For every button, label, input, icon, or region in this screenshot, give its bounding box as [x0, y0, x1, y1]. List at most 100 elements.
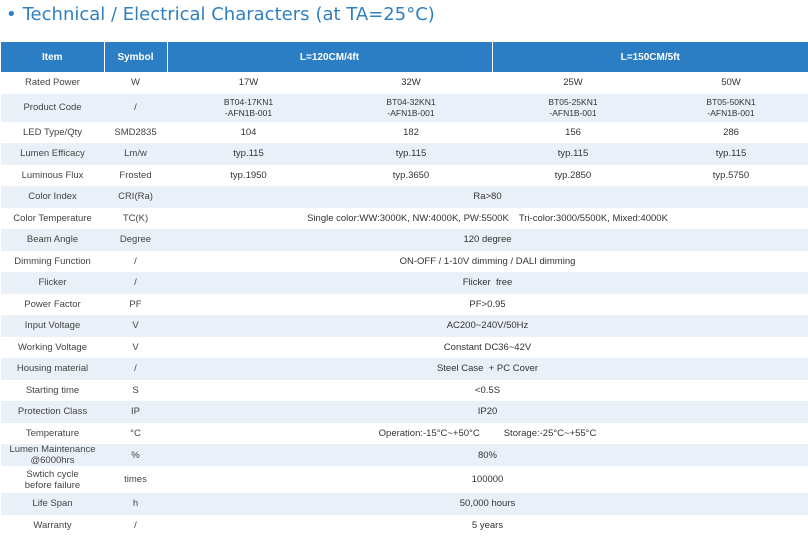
symbol-cell: °C	[130, 427, 141, 439]
value-cell: typ.5750	[712, 169, 750, 181]
symbol-cell: Lm/w	[104, 143, 167, 165]
item-cell: Swtich cycle before failure	[1, 466, 104, 493]
header-row: Item Symbol L=120CM/4ft L=150CM/5ft	[1, 42, 808, 72]
symbol-cell: IP	[104, 401, 167, 423]
value-cell: typ.115	[330, 143, 492, 165]
item-line: @6000hrs	[30, 455, 75, 466]
item-cell: Color Temperature	[13, 212, 92, 224]
item-cell: Rated Power	[25, 77, 80, 89]
header-group-120cm: L=120CM/4ft	[167, 42, 493, 72]
value-cell: typ.2850	[554, 169, 592, 181]
item-cell: LED Type/Qty	[23, 126, 82, 138]
row-luminous-flux: Luminous Flux Frosted typ.1950 typ.3650 …	[1, 165, 808, 187]
value-cell: typ.115	[492, 143, 654, 165]
value-cell: BT04-32KN1 -AFN1B-001	[330, 93, 492, 122]
item-cell: Luminous Flux	[21, 169, 84, 181]
symbol-cell: S	[132, 384, 139, 396]
row-housing-material: Housing material / Steel Case + PC Cover	[1, 358, 808, 380]
value-cell: IP20	[167, 401, 808, 423]
item-line: Lumen Maintenance	[9, 444, 96, 455]
single-color-text: Single color:WW:3000K, NW:4000K, PW:5500…	[307, 212, 509, 224]
symbol-cell: /	[104, 93, 167, 122]
row-color-temperature: Color Temperature TC(K) Single color:WW:…	[1, 208, 808, 230]
row-starting-time: Starting time S <0.5S	[1, 380, 808, 402]
item-line: Swtich cycle	[26, 468, 79, 480]
value-cell: 286	[723, 126, 739, 138]
value-cell: typ.115	[167, 143, 330, 165]
symbol-cell: V	[132, 341, 139, 353]
row-color-index: Color Index CRI(Ra) Ra>80	[1, 186, 808, 208]
row-lumen-maintenance: Lumen Maintenance @6000hrs % 80%	[1, 444, 808, 466]
symbol-cell: CRI(Ra)	[104, 186, 167, 208]
row-temperature: Temperature °C Operation:-15°C~+50°C Stor…	[1, 423, 808, 445]
value-cell: ON-OFF / 1-10V dimming / DALI dimming	[399, 255, 576, 267]
symbol-cell: Degree	[104, 229, 167, 251]
code-line: BT04-32KN1	[386, 96, 436, 107]
row-lumen-efficacy: Lumen Efficacy Lm/w typ.115 typ.115 typ.…	[1, 143, 808, 165]
item-cell: Protection Class	[1, 401, 104, 423]
item-cell: Working Voltage	[17, 341, 87, 353]
value-cell: 104	[240, 126, 257, 138]
item-cell: Power Factor	[24, 298, 81, 310]
item-cell: Flicker	[1, 272, 104, 294]
code-line: -AFN1B-001	[549, 107, 597, 118]
value-cell: 182	[403, 126, 419, 138]
symbol-cell: V	[104, 315, 167, 337]
row-power-factor: Power Factor PF PF>0.95	[1, 294, 808, 316]
item-cell: Lumen Efficacy	[1, 143, 104, 165]
value-cell: BT05-25KN1 -AFN1B-001	[492, 93, 654, 122]
row-warranty: Warranty / 5 years	[1, 515, 808, 537]
symbol-cell: TC(K)	[122, 212, 149, 224]
symbol-cell: Frosted	[119, 169, 152, 181]
row-working-voltage: Working Voltage V Constant DC36~42V	[1, 337, 808, 359]
operation-temp-text: Operation:-15°C~+50°C	[378, 427, 480, 439]
value-cell: typ.1950	[230, 169, 267, 181]
value-cell: 5 years	[471, 519, 504, 531]
row-input-voltage: Input Voltage V AC200~240V/50Hz	[1, 315, 808, 337]
header-item: Item	[1, 42, 105, 72]
item-cell: Product Code	[1, 93, 104, 122]
item-cell: Warranty	[33, 519, 72, 531]
page-title: • Technical / Electrical Characters (at TA…	[6, 4, 435, 30]
symbol-cell: /	[134, 519, 137, 531]
value-cell: typ.115	[654, 143, 808, 165]
title-condition: (at TA=25°C)	[315, 4, 435, 25]
code-line: -AFN1B-001	[387, 107, 435, 118]
value-cell: BT04-17KN1 -AFN1B-001	[167, 93, 330, 122]
value-cell: 25W	[563, 77, 583, 89]
item-cell: Color Index	[1, 186, 104, 208]
item-cell: Beam Angle	[1, 229, 104, 251]
title-bullet: •	[6, 4, 17, 25]
item-cell: Lumen Maintenance @6000hrs	[1, 444, 104, 466]
value-cell: Steel Case + PC Cover	[167, 358, 808, 380]
value-cell: 80%	[167, 444, 808, 466]
value-cell: 50,000 hours	[167, 493, 808, 515]
value-cell: Flicker free	[167, 272, 808, 294]
value-cell: Constant DC36~42V	[443, 341, 532, 353]
item-cell: Input Voltage	[1, 315, 104, 337]
value-cell: Operation:-15°C~+50°C Storage:-25°C~+55°C	[167, 423, 808, 445]
symbol-cell: W	[131, 77, 140, 89]
value-cell: AC200~240V/50Hz	[167, 315, 808, 337]
code-line: BT04-17KN1	[223, 96, 274, 107]
symbol-cell: /	[104, 358, 167, 380]
value-cell: typ.3650	[392, 169, 430, 181]
row-protection-class: Protection Class IP IP20	[1, 401, 808, 423]
row-switch-cycle: Swtich cycle before failure times 100000	[1, 466, 808, 493]
symbol-cell: /	[134, 255, 137, 267]
value-cell: 32W	[401, 77, 421, 89]
item-cell: Starting time	[25, 384, 80, 396]
row-beam-angle: Beam Angle Degree 120 degree	[1, 229, 808, 251]
symbol-cell: h	[104, 493, 167, 515]
item-cell: Dimming Function	[14, 255, 91, 267]
value-cell: BT05-50KN1 -AFN1B-001	[654, 93, 808, 122]
value-cell: 100000	[471, 474, 504, 485]
row-product-code: Product Code / BT04-17KN1 -AFN1B-001 BT04…	[1, 93, 808, 122]
value-cell: 156	[565, 126, 581, 138]
symbol-cell: %	[104, 444, 167, 466]
symbol-cell: PF	[129, 298, 142, 310]
item-cell: Housing material	[1, 358, 104, 380]
item-line: before failure	[24, 479, 81, 491]
value-cell: <0.5S	[474, 384, 501, 396]
spec-table: Item Symbol L=120CM/4ft L=150CM/5ft Rate…	[1, 42, 808, 536]
